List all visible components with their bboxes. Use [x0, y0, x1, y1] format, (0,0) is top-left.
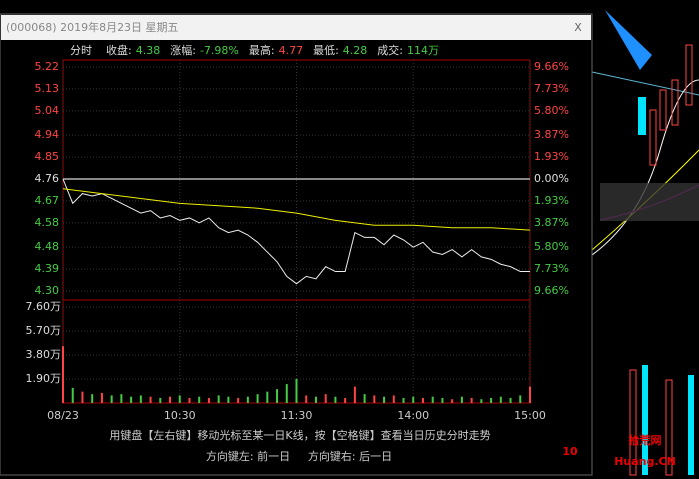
stat-label: 最高: — [249, 43, 275, 57]
stat-value: -7.98% — [200, 44, 239, 57]
y-tick-label: 4.48 — [35, 240, 60, 253]
stat-label: 涨幅: — [170, 44, 196, 57]
candle — [685, 44, 693, 106]
pct-label: 7.73% — [534, 82, 569, 95]
stat-value: 4.77 — [279, 44, 304, 57]
stat-value: 4.28 — [343, 44, 368, 57]
ma-line — [591, 71, 699, 96]
window-title: (000068) 2019年8月23日 星期五 — [6, 20, 179, 34]
title-bar — [1, 15, 591, 40]
hint: 用键盘【左右键】移动光标至某一日K线，按【空格键】查看当日历史分时走势 — [109, 428, 490, 442]
pct-label: 3.87% — [534, 128, 569, 141]
pct-label: 7.73% — [534, 262, 569, 275]
hint: 方向键左: 前一日 — [206, 449, 290, 463]
pct-label: 9.66% — [534, 60, 569, 73]
tab: 分时 — [70, 44, 92, 57]
y-tick-label: 3.80万 — [26, 348, 62, 361]
watermark: 拾荒网 — [629, 433, 662, 447]
candle — [649, 109, 657, 166]
avg-line — [62, 188, 531, 231]
popup — [0, 13, 593, 476]
vol-bar — [629, 369, 637, 476]
stat-value: 4.38 — [136, 44, 161, 57]
y-tick-label: 5.04 — [35, 104, 60, 117]
x-tick-label: 14:00 — [397, 409, 429, 422]
y-tick-label: 7.60万 — [26, 300, 62, 313]
y-tick-label: 4.94 — [35, 128, 60, 141]
price-line — [62, 178, 530, 285]
y-tick-label: 5.13 — [35, 82, 60, 95]
x-tick-label: 15:00 — [514, 409, 546, 422]
x-tick-label: 08/23 — [47, 409, 79, 422]
close-button[interactable]: X — [574, 21, 582, 34]
watermark: 10 — [562, 445, 578, 458]
y-tick-label: 4.67 — [35, 194, 60, 207]
price-band — [600, 183, 699, 221]
pct-label: 9.66% — [534, 284, 569, 297]
y-tick-label: 5.22 — [35, 60, 60, 73]
kline-background — [591, 10, 699, 476]
candle — [659, 89, 667, 131]
vol-bar — [642, 365, 648, 475]
pct-label: 1.93% — [534, 150, 569, 163]
pct-label: 5.80% — [534, 240, 569, 253]
y-tick-label: 4.30 — [35, 284, 60, 297]
x-tick-label: 11:30 — [281, 409, 313, 422]
pct-label: 1.93% — [534, 194, 569, 207]
hint: 方向键右: 后一日 — [308, 449, 392, 463]
y-tick-label: 1.90万 — [26, 372, 62, 385]
vol-bar — [665, 379, 673, 476]
pct-label: 0.00% — [534, 172, 569, 185]
y-tick-label: 4.39 — [35, 262, 60, 275]
vol-bar — [688, 375, 694, 475]
y-tick-label: 4.85 — [35, 150, 60, 163]
watermark: Huang.CN — [614, 455, 676, 468]
candle — [671, 79, 679, 126]
stat-value: 114万 — [407, 44, 439, 57]
stat-label: 收盘: — [106, 43, 132, 57]
pct-label: 5.80% — [534, 104, 569, 117]
stat-label: 最低: — [313, 44, 339, 57]
y-tick-label: 4.58 — [35, 216, 60, 229]
candle — [638, 97, 646, 135]
pct-label: 3.87% — [534, 216, 569, 229]
y-tick-label: 5.70万 — [26, 324, 62, 337]
y-tick-label: 4.76 — [35, 172, 60, 185]
x-tick-label: 10:30 — [164, 409, 196, 422]
arrow — [605, 10, 652, 70]
stat-label: 成交: — [377, 43, 403, 57]
